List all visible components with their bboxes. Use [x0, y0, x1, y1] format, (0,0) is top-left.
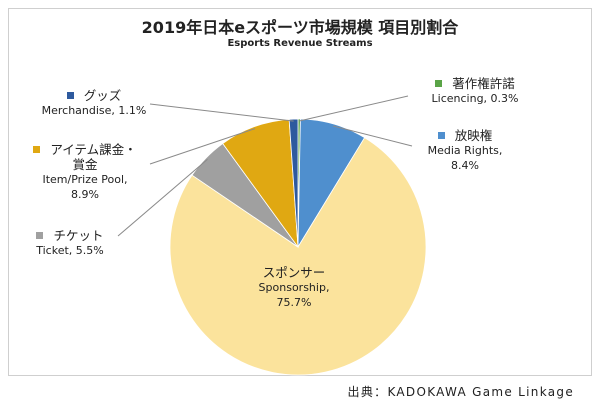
merchandise-label-ja: グッズ — [83, 88, 122, 103]
licencing-label-ja: 著作権許諾 — [452, 76, 515, 91]
item-prize-label-en2: 8.9% — [71, 188, 99, 201]
media-rights-swatch — [437, 132, 445, 139]
leader-line-merchandise — [149, 103, 294, 122]
pie-slice-merchandise — [288, 118, 299, 248]
item-prize-swatch — [33, 146, 41, 153]
label-media-rights: 放映権 Media Rights, 8.4% — [410, 128, 520, 173]
pie-slice-sponsorship — [169, 137, 427, 376]
chart-subtitle: Esports Revenue Streams — [227, 38, 373, 49]
licencing-label-en: Licencing, 0.3% — [431, 92, 519, 105]
sponsorship-label-en1: Sponsorship, — [258, 281, 330, 294]
merchandise-swatch — [66, 92, 74, 99]
item-prize-label-en1: Item/Prize Pool, — [42, 173, 128, 186]
media-rights-label-en2: 8.4% — [451, 159, 479, 172]
leader-line-media-rights — [333, 125, 413, 147]
chart-title: 2019年日本eスポーツ市場規模 項目別割合 — [141, 18, 459, 37]
sponsorship-label-ja: スポンサー — [262, 265, 326, 280]
label-ticket: チケット Ticket, 5.5% — [10, 228, 130, 258]
ticket-label-ja: チケット — [53, 228, 104, 243]
label-sponsorship: スポンサー Sponsorship, 75.7% — [224, 265, 364, 310]
item-prize-label-ja2: 賞金 — [72, 157, 98, 172]
leader-line-licencing — [299, 95, 409, 122]
source-note: 出典：KADOKAWA Game Linkage — [347, 385, 574, 399]
media-rights-label-en1: Media Rights, — [427, 144, 503, 157]
merchandise-label-en: Merchandise, 1.1% — [41, 104, 147, 117]
item-prize-label-ja1: アイテム課金・ — [50, 142, 137, 157]
media-rights-label-ja: 放映権 — [454, 128, 493, 143]
sponsorship-label-en2: 75.7% — [276, 296, 312, 309]
leader-line-item-prize-pool — [149, 128, 256, 165]
label-item-prize: アイテム課金・ 賞金 Item/Prize Pool, 8.9% — [10, 142, 160, 202]
leader-line-ticket — [117, 159, 208, 237]
label-licencing: 著作権許諾 Licencing, 0.3% — [400, 76, 550, 106]
label-merchandise: グッズ Merchandise, 1.1% — [14, 88, 174, 118]
chart-border — [8, 8, 592, 376]
ticket-label-en: Ticket, 5.5% — [36, 244, 104, 257]
licencing-swatch — [435, 80, 443, 87]
ticket-swatch — [36, 232, 44, 239]
